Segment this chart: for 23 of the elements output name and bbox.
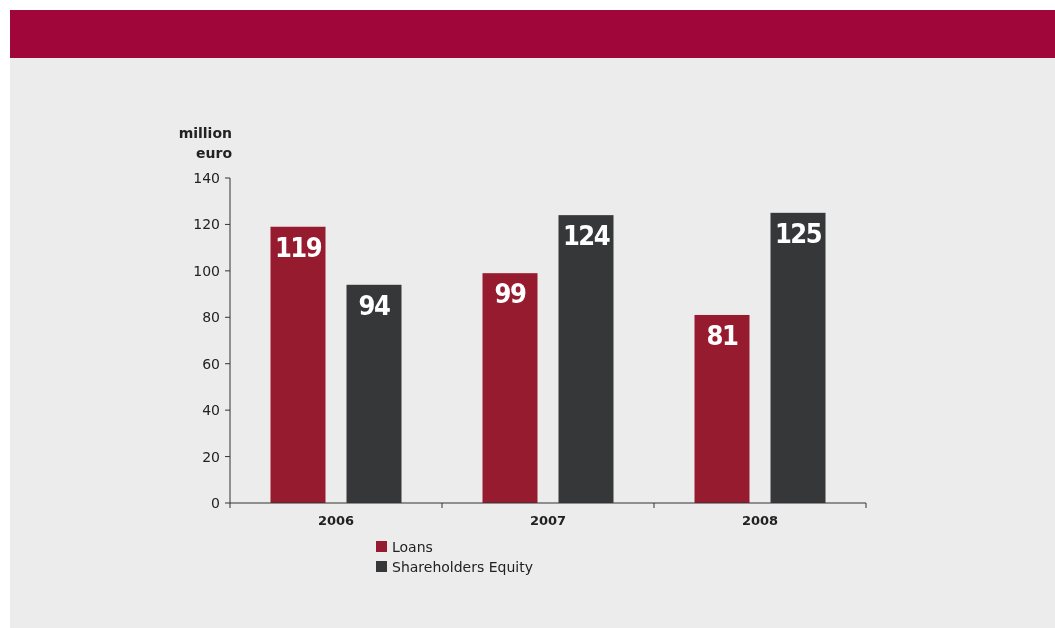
x-tick-label: 2007 xyxy=(529,513,567,528)
data-label: 81 xyxy=(706,319,738,351)
y-tick-label: 60 xyxy=(202,355,220,372)
y-tick-label: 40 xyxy=(202,402,220,419)
data-label: 99 xyxy=(494,278,526,310)
data-label: 124 xyxy=(562,220,610,252)
y-tick-label: 80 xyxy=(202,309,220,326)
data-label: 119 xyxy=(274,231,322,263)
data-label: 94 xyxy=(358,289,390,321)
y-tick-label: 120 xyxy=(193,216,220,233)
bar xyxy=(270,226,326,503)
legend-label: Shareholders Equity xyxy=(392,559,533,575)
y-tick-label: 100 xyxy=(193,262,220,279)
x-tick-label: 2008 xyxy=(741,513,779,528)
bar xyxy=(482,273,538,503)
data-label: 125 xyxy=(774,217,822,249)
y-axis-title: million euro xyxy=(178,125,233,161)
legend-label: Loans xyxy=(392,539,433,555)
y-tick-label: 140 xyxy=(193,170,220,186)
x-tick-label: 2006 xyxy=(317,513,355,528)
bar xyxy=(694,314,750,503)
y-tick-label: 0 xyxy=(211,495,220,511)
y-tick-label: 20 xyxy=(202,448,220,465)
